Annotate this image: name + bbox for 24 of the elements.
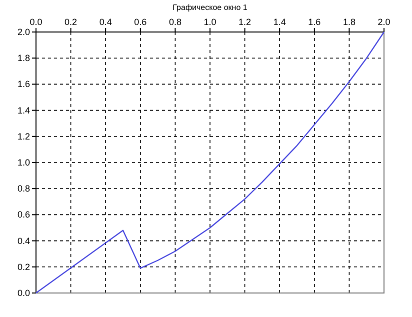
y-tick-label: 0.2 xyxy=(17,262,30,272)
x-tick-label: 0.2 xyxy=(64,17,78,27)
y-tick-label: 1.6 xyxy=(17,79,30,90)
y-tick-label: 1.8 xyxy=(17,53,30,64)
line-series xyxy=(35,31,385,294)
x-tick-label: 1.8 xyxy=(342,17,356,27)
x-tick-label: 0.0 xyxy=(30,17,42,27)
y-tick-label: 1.2 xyxy=(17,131,30,142)
y-tick-label: 0.8 xyxy=(17,184,30,194)
x-tick-label: 0.4 xyxy=(99,17,112,27)
x-tick-label: 1.0 xyxy=(204,17,216,27)
x-tick-label: 0.8 xyxy=(168,17,182,27)
x-tick-label: 0.6 xyxy=(134,17,147,27)
x-tick-label: 2.0 xyxy=(378,17,390,27)
chart-title: Графическое окно 1 xyxy=(172,3,248,12)
x-tick-label: 1.2 xyxy=(238,17,252,27)
y-tick-label: 2.0 xyxy=(17,27,30,37)
y-tick-label: 0.0 xyxy=(17,288,30,298)
y-tick-label: 1.4 xyxy=(17,105,30,116)
x-tick-label: 1.4 xyxy=(273,17,286,27)
y-tick-label: 0.4 xyxy=(17,236,30,246)
y-tick-label: 0.6 xyxy=(17,210,30,220)
x-tick-label: 1.6 xyxy=(308,17,321,27)
y-tick-label: 1.0 xyxy=(17,158,30,168)
